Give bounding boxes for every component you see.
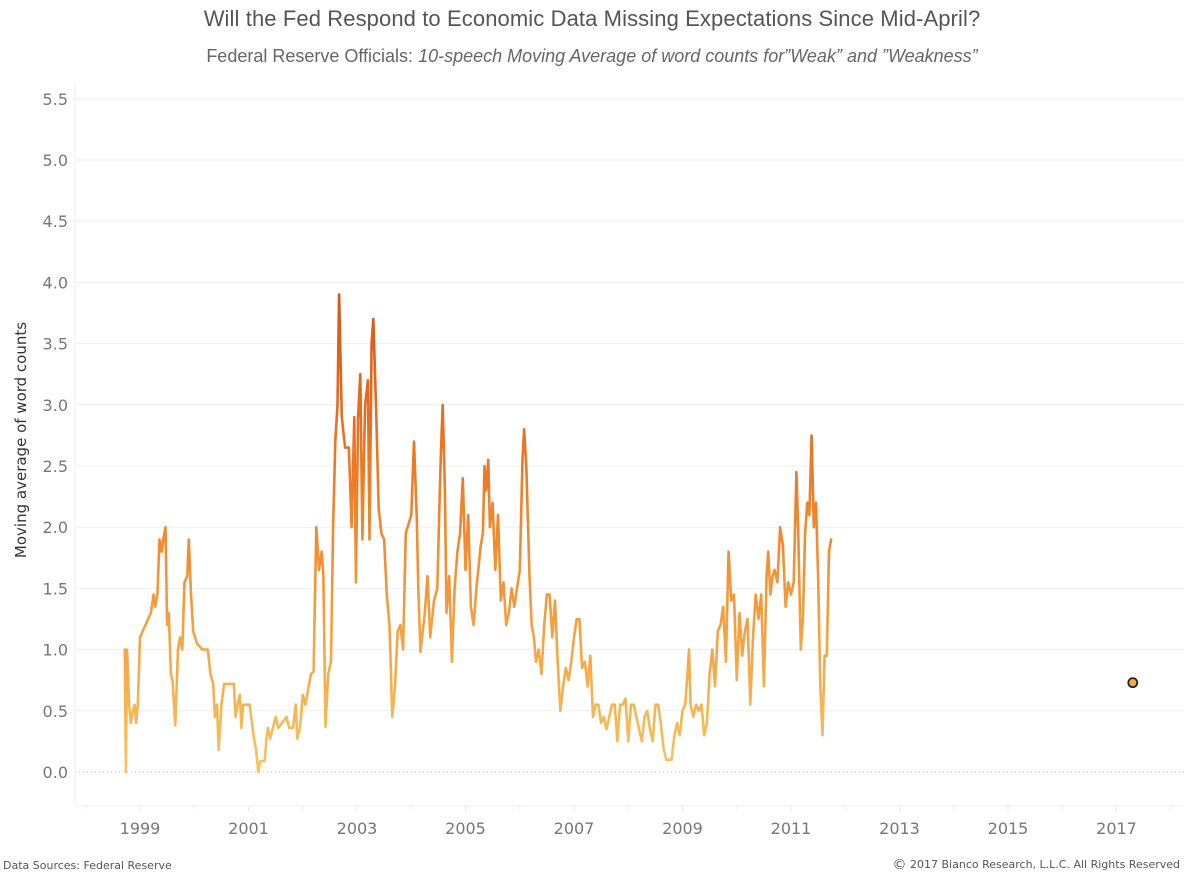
y-tick-label: 0.0 bbox=[43, 763, 68, 782]
y-tick-label: 3.0 bbox=[43, 396, 68, 415]
gridlines bbox=[75, 98, 1184, 773]
subtitle-italic: 10-speech Moving Average of word counts … bbox=[418, 46, 978, 66]
data-source-note: Data Sources: Federal Reserve bbox=[3, 859, 172, 872]
last-point-marker[interactable] bbox=[1127, 677, 1139, 689]
x-tick-label: 2011 bbox=[771, 819, 812, 838]
y-axis-tick-labels: 0.0 0.5 1.0 1.5 2.0 2.5 3.0 3.5 4.0 4.5 5.0 5.5 bbox=[43, 90, 68, 782]
y-tick-label: 2.5 bbox=[43, 457, 68, 476]
y-tick-label: 5.5 bbox=[43, 90, 68, 109]
x-tick-label: 1999 bbox=[120, 819, 161, 838]
chart-subtitle: Federal Reserve Officials: 10-speech Mov… bbox=[0, 46, 1184, 67]
copyright-text: 2017 Bianco Research, L.L.C. All Rights … bbox=[906, 858, 1180, 871]
x-tick-label: 2007 bbox=[554, 819, 595, 838]
chart-title: Will the Fed Respond to Economic Data Mi… bbox=[203, 6, 981, 31]
x-axis-tick-labels: 1999 2001 2003 2005 2007 2009 2011 2013 2015 2017 bbox=[120, 819, 1137, 838]
y-tick-label: 1.5 bbox=[43, 579, 68, 598]
y-tick-label: 2.0 bbox=[43, 518, 68, 537]
y-tick-label: 0.5 bbox=[43, 702, 68, 721]
copyright-note: © 2017 Bianco Research, L.L.C. All Right… bbox=[893, 857, 1180, 873]
series-line bbox=[123, 293, 833, 774]
series-layer bbox=[123, 293, 1139, 774]
x-tick-label: 2013 bbox=[879, 819, 920, 838]
y-tick-label: 1.0 bbox=[43, 641, 68, 660]
x-tick-label: 2017 bbox=[1096, 819, 1137, 838]
x-tick-label: 2009 bbox=[662, 819, 703, 838]
y-tick-label: 4.0 bbox=[43, 273, 68, 292]
x-tick-label: 2015 bbox=[988, 819, 1029, 838]
y-tick-label: 4.5 bbox=[43, 212, 68, 231]
x-tick-label: 2005 bbox=[445, 819, 486, 838]
y-tick-label: 5.0 bbox=[43, 151, 68, 170]
subtitle-plain: Federal Reserve Officials: bbox=[206, 46, 419, 66]
x-tick-label: 2003 bbox=[337, 819, 378, 838]
y-axis-title: Moving average of word counts bbox=[12, 322, 30, 558]
x-tick-label: 2001 bbox=[228, 819, 269, 838]
copyright-icon: © bbox=[892, 857, 907, 873]
y-tick-label: 3.5 bbox=[43, 335, 68, 354]
axes bbox=[74, 83, 1184, 811]
